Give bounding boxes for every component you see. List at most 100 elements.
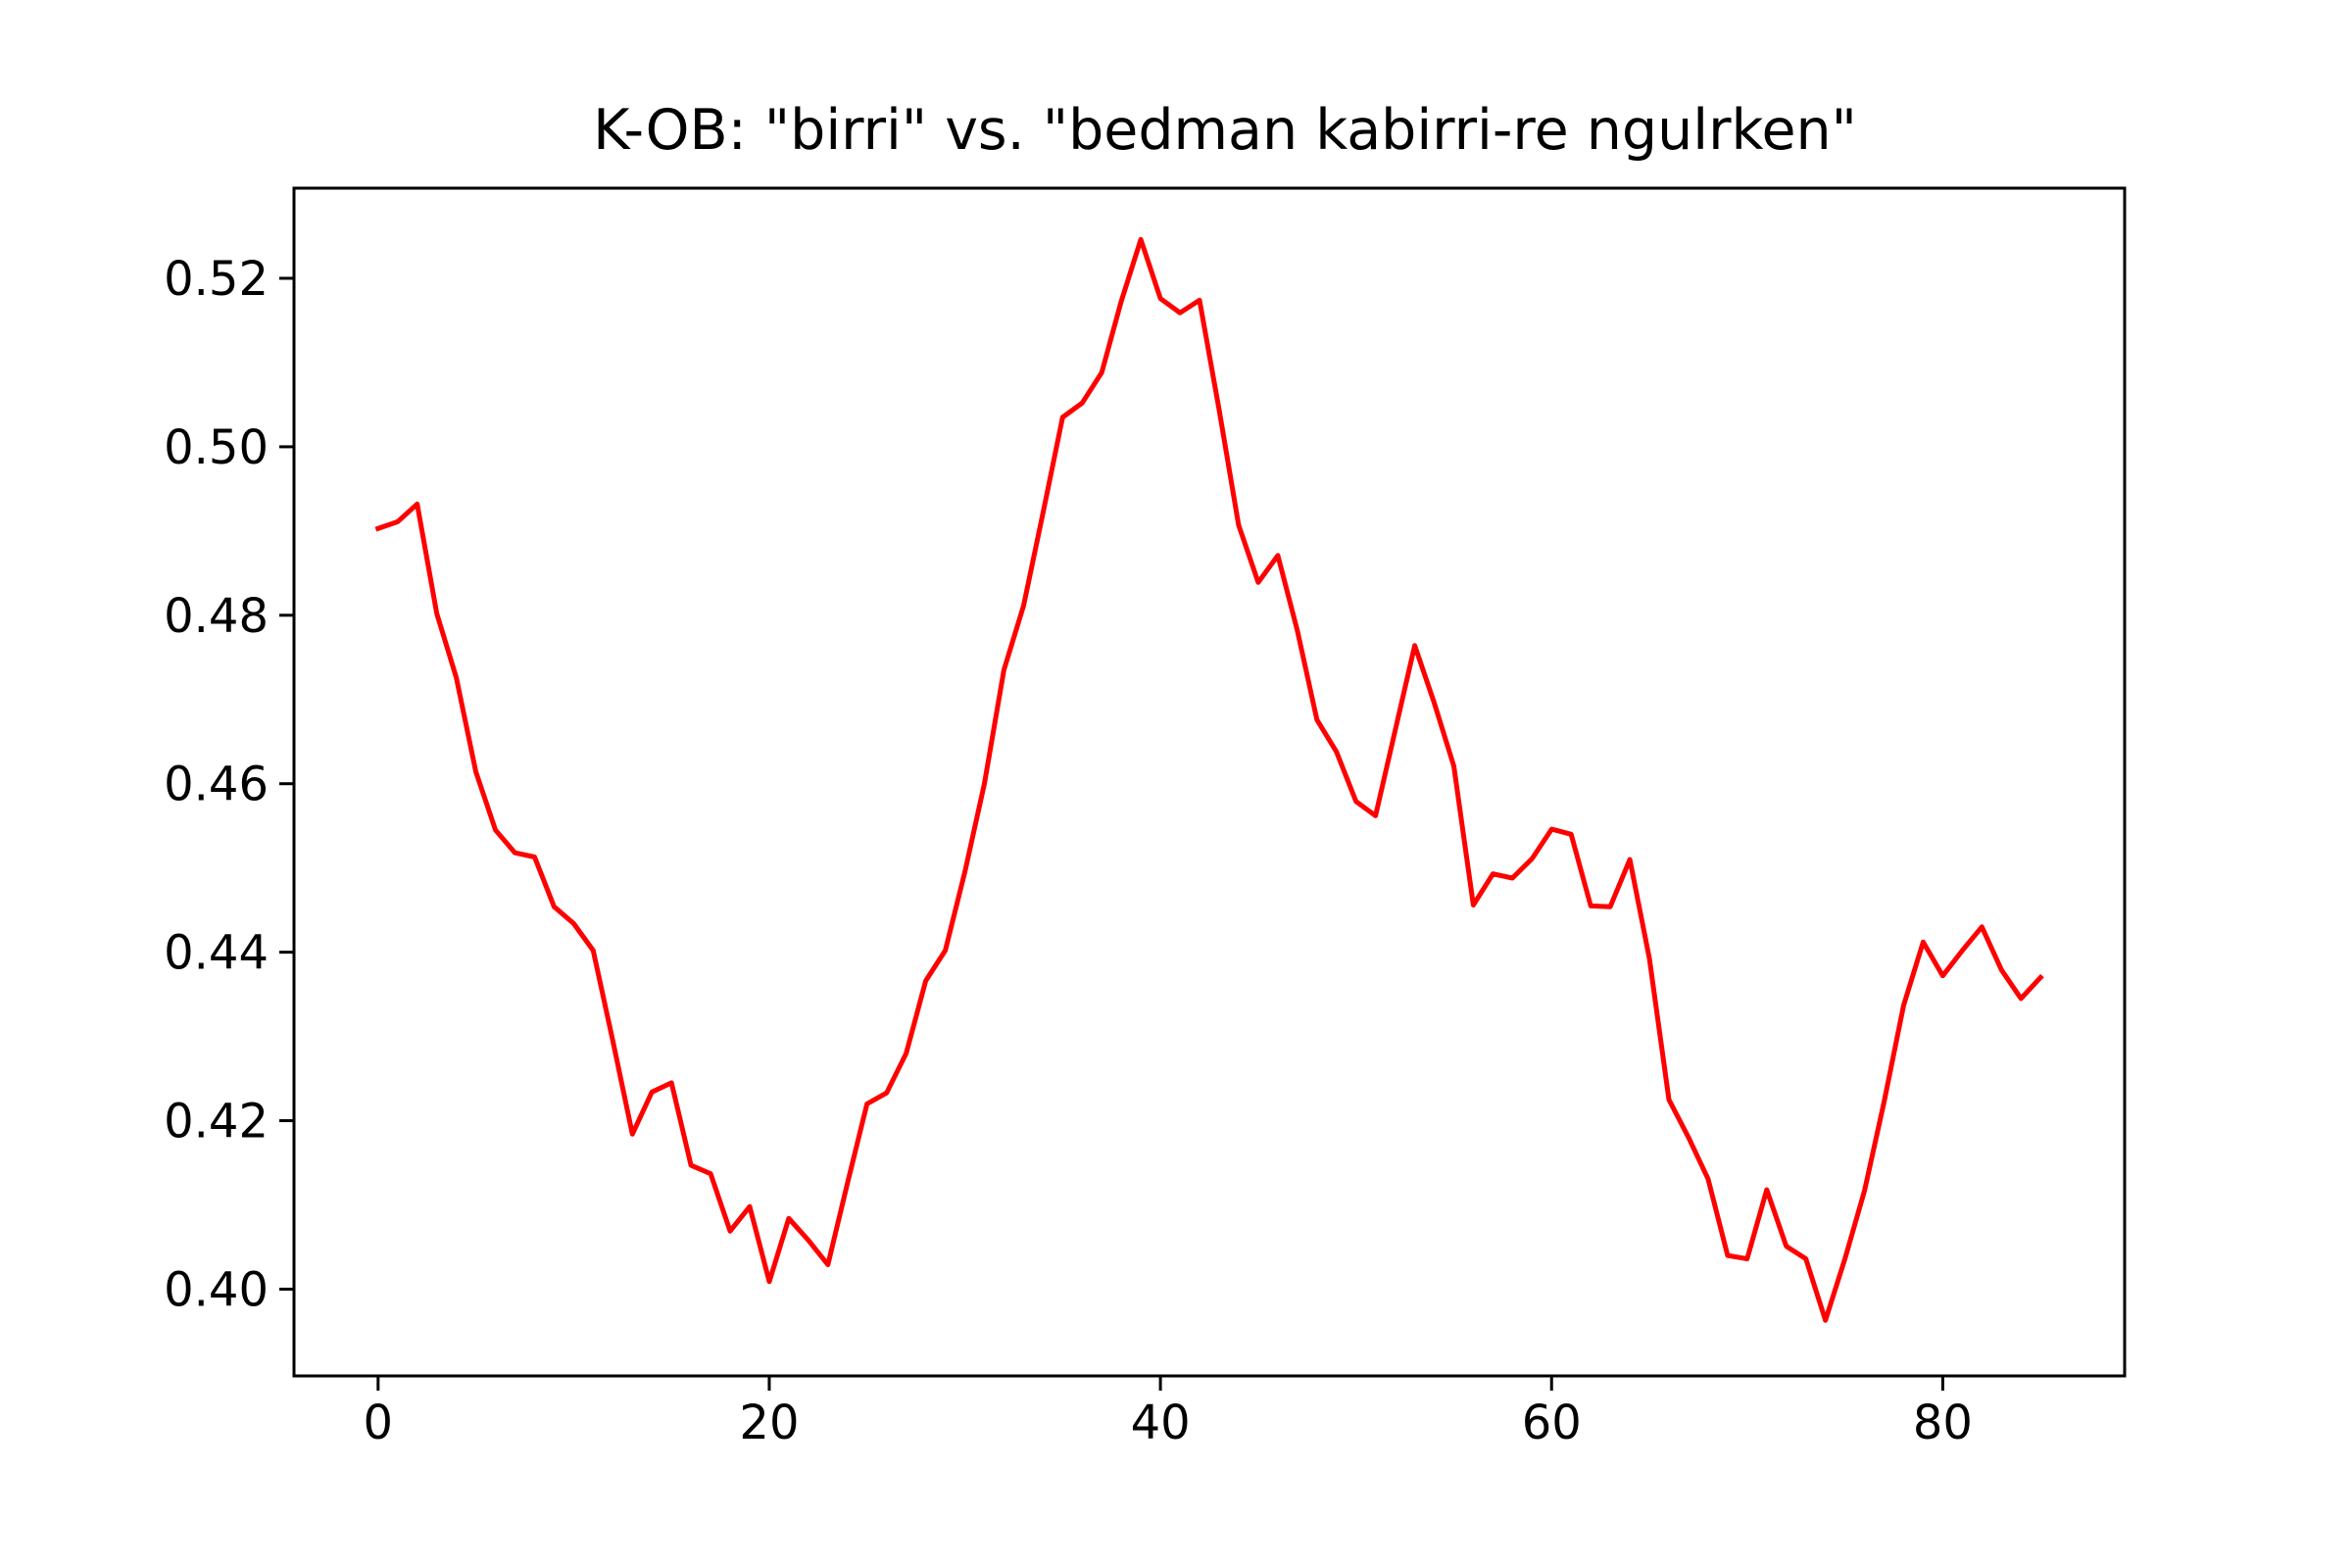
- x-axis: 0 20 40 60 80: [364, 1376, 1973, 1450]
- data-point: [864, 1102, 869, 1106]
- data-point: [1744, 1256, 1749, 1261]
- x-tick-label: 20: [739, 1396, 799, 1450]
- data-point: [1100, 370, 1104, 375]
- data-point: [1510, 876, 1515, 880]
- data-point: [1725, 1253, 1730, 1258]
- data-point: [1255, 580, 1260, 585]
- y-tick-label: 0.48: [164, 589, 269, 644]
- data-point: [709, 1171, 713, 1176]
- x-tick-label: 40: [1131, 1396, 1191, 1450]
- data-point: [1080, 401, 1085, 406]
- data-point: [1021, 604, 1026, 609]
- data-point: [532, 855, 537, 859]
- y-tick-label: 0.46: [164, 758, 269, 812]
- data-point: [1295, 628, 1299, 633]
- data-point: [1412, 643, 1417, 648]
- data-point: [1999, 967, 2004, 972]
- data-point: [1608, 905, 1613, 909]
- data-point: [415, 502, 419, 507]
- data-point: [728, 1229, 732, 1234]
- data-point: [982, 781, 987, 786]
- data-point: [1236, 522, 1241, 527]
- data-point: [454, 675, 459, 680]
- data-point: [1275, 553, 1280, 558]
- data-point: [1687, 1135, 1690, 1140]
- data-point: [473, 769, 478, 774]
- data-point: [1451, 763, 1456, 768]
- data-point: [1158, 296, 1163, 301]
- y-tick-label: 0.42: [164, 1095, 269, 1150]
- data-point: [1823, 1318, 1828, 1323]
- y-tick-label: 0.52: [164, 252, 269, 307]
- data-point: [845, 1181, 850, 1186]
- data-point: [650, 1090, 655, 1095]
- data-point: [552, 905, 557, 909]
- data-point: [806, 1238, 810, 1243]
- data-point: [748, 1204, 752, 1209]
- x-tick-label: 60: [1522, 1396, 1582, 1450]
- data-point: [1353, 799, 1358, 804]
- data-point: [1764, 1188, 1769, 1192]
- data-point: [395, 519, 400, 524]
- data-point: [786, 1216, 791, 1221]
- data-point: [1393, 728, 1397, 733]
- chart-title: K-OB: "birri" vs. "bedman kabirri-re ngu…: [593, 98, 1857, 163]
- data-point: [591, 948, 596, 953]
- data-point: [669, 1080, 674, 1085]
- data-point: [825, 1262, 830, 1267]
- data-point: [1705, 1176, 1710, 1181]
- data-point: [1178, 311, 1183, 316]
- data-point: [1980, 924, 1984, 929]
- y-tick-label: 0.44: [164, 926, 269, 981]
- data-point: [1432, 701, 1437, 706]
- y-tick-label: 0.50: [164, 420, 269, 475]
- data-point: [962, 870, 967, 874]
- data-point: [1862, 1188, 1867, 1193]
- data-point: [1784, 1244, 1788, 1249]
- data-point: [1060, 415, 1065, 419]
- plot-area-frame: [292, 186, 2127, 1378]
- data-point: [513, 851, 517, 856]
- series-line: [374, 236, 2044, 1323]
- data-point: [1549, 827, 1554, 832]
- data-point: [630, 1132, 635, 1137]
- data-point: [434, 612, 439, 616]
- data-point: [1314, 717, 1319, 722]
- data-point: [1471, 903, 1476, 907]
- data-point: [493, 828, 498, 832]
- data-point: [1569, 832, 1574, 837]
- data-point: [923, 978, 928, 983]
- data-point: [611, 1038, 615, 1043]
- data-point: [1647, 956, 1651, 960]
- data-point: [767, 1279, 771, 1284]
- data-point: [1589, 904, 1593, 908]
- data-point: [1960, 948, 1965, 953]
- data-point: [1882, 1100, 1886, 1104]
- data-point: [1002, 667, 1006, 672]
- y-tick-label: 0.40: [164, 1262, 269, 1317]
- data-point: [1628, 858, 1633, 862]
- data-point: [1139, 237, 1144, 242]
- data-point: [1491, 871, 1495, 876]
- data-point: [1842, 1256, 1847, 1261]
- data-point: [904, 1051, 908, 1055]
- plot-marks: [374, 236, 2044, 1323]
- data-point: [1667, 1098, 1671, 1102]
- data-point: [571, 921, 576, 926]
- data-point: [2019, 996, 2024, 1001]
- x-tick-label: 0: [364, 1396, 394, 1450]
- data-point: [1041, 510, 1046, 514]
- data-point: [1198, 298, 1201, 303]
- data-point: [689, 1163, 694, 1168]
- data-point: [943, 948, 948, 953]
- data-point: [1901, 1003, 1906, 1007]
- data-point: [1921, 940, 1926, 945]
- data-point: [1119, 299, 1124, 304]
- x-tick-label: 80: [1913, 1396, 1973, 1450]
- data-point: [2038, 975, 2043, 980]
- y-axis: 0.40 0.42 0.44 0.46 0.48 0.50 0.52: [164, 252, 294, 1317]
- data-point: [1530, 857, 1535, 861]
- data-point: [1334, 750, 1339, 755]
